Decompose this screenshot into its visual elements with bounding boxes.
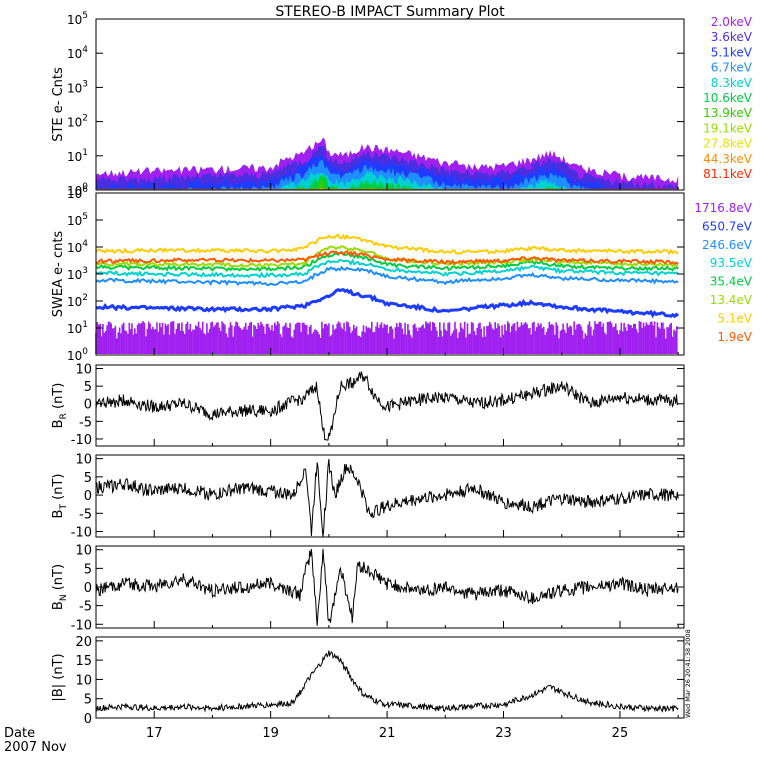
ytick-label-ste: 100 (67, 182, 88, 198)
legend-6.7keV: 6.7keV (711, 61, 753, 75)
ytick-label-bn: 10 (75, 544, 92, 559)
ytick-label-swea: 103 (67, 266, 88, 282)
ytick-label-swea: 105 (67, 212, 88, 228)
ytick-label-br: 5 (84, 380, 92, 395)
ste-channel-6.7keV (96, 159, 679, 190)
xtick-label: 23 (495, 726, 512, 741)
ytick-label-bn: -5 (79, 600, 92, 615)
legend-5.1eV: 5.1eV (717, 311, 752, 325)
ylabel-swea: SWEA e- cnts (51, 231, 66, 318)
swea-trace-5.1eV (95, 233, 679, 256)
legend-5.1keV: 5.1keV (711, 45, 753, 59)
legend-19.1keV: 19.1keV (703, 121, 753, 135)
panels: 2.0keV3.6keV5.1keV6.7keV8.3keV10.6keV13.… (51, 11, 753, 741)
ytick-label-bmag: 10 (75, 673, 92, 688)
ytick-label-bmag: 0 (84, 712, 92, 727)
legend-3.6keV: 3.6keV (711, 30, 753, 44)
ytick-label-bmag: 5 (84, 693, 92, 708)
ytick-label-swea: 100 (67, 347, 88, 363)
panel-bn: -10 -5 0 5 10 BN (nT) (51, 544, 685, 633)
ytick-label-ste: 102 (67, 114, 88, 130)
ytick-label-br: 10 (75, 363, 92, 378)
panel-br: -10 -5 0 5 10 BR (nT) (51, 363, 685, 448)
ytick-label-ste: 105 (67, 11, 88, 27)
swea-trace-93.5eV (95, 258, 679, 279)
legend-246.6eV: 246.6eV (702, 238, 753, 252)
swea-trace-650.7eV (95, 287, 680, 319)
trace-bmag (95, 650, 679, 713)
legend-13.4eV: 13.4eV (710, 293, 753, 307)
xtick-label: 19 (262, 726, 279, 741)
legend-35.4eV: 35.4eV (710, 275, 753, 289)
legend-81.1keV: 81.1keV (703, 167, 753, 181)
ytick-label-bmag: 15 (75, 654, 92, 669)
legend-650.7eV: 650.7eV (702, 219, 753, 233)
ylabel-bt: BT (nT) (51, 474, 69, 519)
ytick-label-bt: -5 (79, 507, 92, 522)
frame-ste (95, 18, 685, 191)
month-label: 2007 Nov (4, 740, 67, 755)
xtick-label: 25 (612, 726, 629, 741)
ytick-label-br: -10 (71, 433, 92, 448)
trace-bn (95, 548, 679, 626)
trace-bt (95, 459, 679, 538)
ytick-label-swea: 104 (67, 239, 88, 255)
ytick-label-bt: 0 (84, 489, 92, 504)
panel-bmag: 0 5 10 15 20 |B| (nT) (51, 635, 685, 727)
legend-2.0keV: 2.0keV (711, 15, 753, 29)
ytick-label-swea: 102 (67, 293, 88, 309)
ste-channel-10.6keV (96, 175, 679, 190)
timestamp-stamp: Wed Mar 26 20:41:38 2008 (684, 629, 692, 718)
frame-bmag (95, 636, 685, 719)
ytick-label-br: 0 (84, 398, 92, 413)
xtick-label: 21 (379, 726, 396, 741)
frame-bn (95, 545, 685, 629)
ylabel-br: BR (nT) (51, 383, 69, 429)
date-label: Date (4, 726, 35, 741)
ytick-label-bn: 5 (84, 562, 92, 577)
ytick-label-swea: 101 (67, 320, 88, 336)
ylabel-bmag: |B| (nT) (51, 653, 66, 701)
legend-8.3keV: 8.3keV (711, 76, 753, 90)
ytick-label-bt: 5 (84, 471, 92, 486)
ytick-label-bn: 0 (84, 581, 92, 596)
legend-1.9eV: 1.9eV (717, 330, 752, 344)
frame-br (95, 364, 685, 447)
legend-27.8keV: 27.8keV (703, 137, 753, 151)
panel-bt: -10 -5 0 5 10 BT (nT) (51, 453, 685, 541)
ytick-label-br: -5 (79, 415, 92, 430)
ytick-label-ste: 101 (67, 148, 88, 164)
xtick-label: 17 (146, 726, 163, 741)
swea-trace-35.4eV (95, 250, 679, 272)
frame-bt (95, 454, 685, 538)
legend-1716.8eV: 1716.8eV (694, 201, 752, 215)
legend-13.9keV: 13.9keV (703, 106, 753, 120)
ylabel-bn: BN (nT) (51, 564, 69, 610)
ytick-label-swea: 106 (67, 185, 88, 201)
ytick-label-bmag: 20 (75, 635, 92, 650)
legend-93.5eV: 93.5eV (710, 256, 753, 270)
legend-44.3keV: 44.3keV (703, 152, 753, 166)
ytick-label-ste: 103 (67, 79, 88, 95)
ytick-label-bn: -10 (71, 618, 92, 633)
ylabel-ste: STE e- Cnts (51, 67, 66, 142)
trace-br (95, 371, 679, 441)
swea-trace-1.9eV (95, 249, 679, 266)
ytick-label-bt: 10 (75, 453, 92, 468)
plot-title: STEREO-B IMPACT Summary Plot (275, 4, 505, 20)
swea-trace-246.6eV (95, 265, 679, 287)
ytick-label-bt: -10 (71, 526, 92, 541)
ytick-label-ste: 104 (67, 45, 88, 61)
legend-10.6keV: 10.6keV (703, 91, 753, 105)
panel-swea: 1716.8eV 650.7eV 246.6eV 93.5eV 35.4eV 13.4eV… (51, 185, 753, 363)
